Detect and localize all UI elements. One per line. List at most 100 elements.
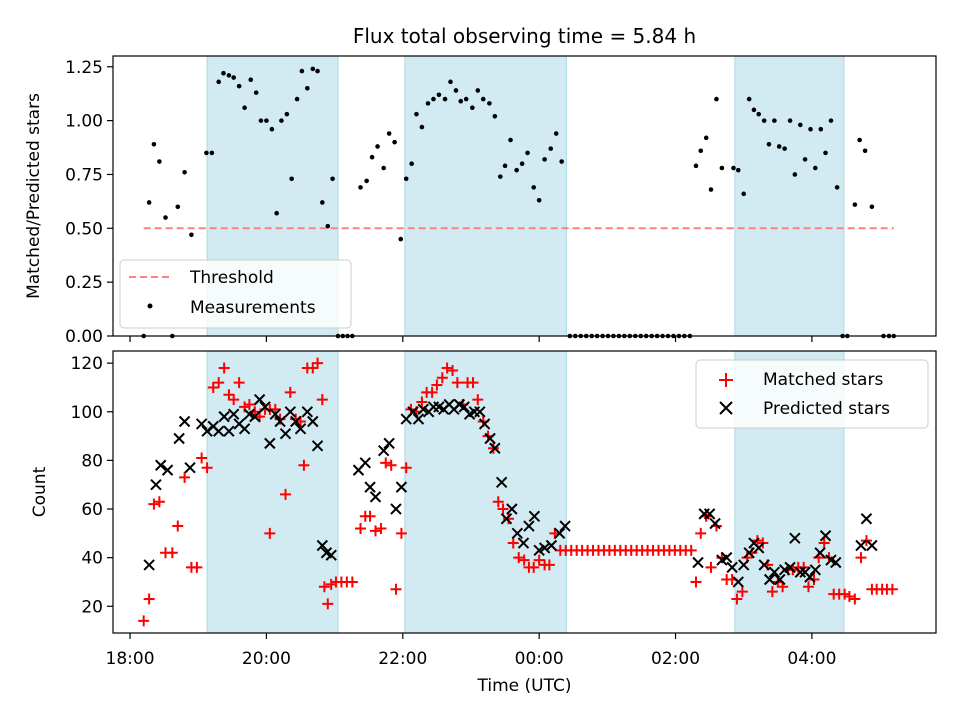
matched-star-marker	[380, 457, 392, 469]
measurement-point	[708, 187, 714, 192]
predicted-star-marker	[218, 410, 230, 423]
predicted-star-marker	[227, 408, 240, 420]
matched-star-marker	[690, 576, 702, 588]
measurement-point	[264, 118, 269, 123]
predicted-star-marker	[763, 573, 776, 586]
measurement-point	[823, 150, 828, 156]
measurement-point	[714, 96, 719, 102]
x-axis-label: Time (UTC)	[477, 676, 572, 696]
measurement-point	[216, 79, 221, 85]
predicted-star-marker	[369, 491, 382, 503]
predicted-legend-label: Predicted stars	[763, 399, 890, 419]
matched-star-marker	[172, 520, 184, 532]
matched-star-marker	[318, 581, 330, 593]
top-panel: 0.00 0.25 0.50 0.75 1.00 1.25 Matched/Predict…	[24, 55, 937, 347]
matched-legend-label: Matched stars	[763, 370, 883, 390]
measurement-point	[862, 148, 868, 154]
predicted-star-marker	[860, 513, 873, 525]
matched-star-marker	[736, 586, 748, 598]
predicted-star-marker	[855, 539, 867, 552]
matched-star-marker	[886, 583, 898, 595]
shaded-span	[404, 350, 567, 634]
predicted-star-marker	[738, 559, 750, 571]
predicted-star-marker	[545, 539, 558, 552]
predicted-stars-points	[143, 393, 878, 588]
bottom-legend: Matched stars Predicted stars	[695, 359, 929, 429]
matched-star-marker	[695, 527, 707, 539]
top-shaded-spans	[206, 55, 845, 337]
measurement-point	[253, 90, 259, 95]
bottom-y-tick-label: 100	[71, 403, 103, 423]
predicted-star-marker	[458, 401, 470, 413]
shaded-span	[206, 350, 339, 634]
predicted-star-marker	[178, 415, 191, 428]
measurement-point	[175, 204, 181, 210]
measurement-point	[798, 122, 803, 128]
predicted-star-marker	[155, 459, 167, 471]
measurement-point	[458, 98, 464, 104]
predicted-star-marker	[495, 476, 508, 488]
bottom-x-tick-label: 22:00	[378, 649, 427, 669]
measurement-point	[403, 176, 409, 182]
predicted-star-marker	[195, 418, 208, 430]
matched-star-marker	[312, 357, 324, 369]
measurement-point	[463, 96, 469, 102]
predicted-star-marker	[804, 571, 816, 583]
bottom-x-tick-label: 20:00	[242, 649, 291, 669]
measurement-point	[236, 83, 242, 89]
measurements-legend-label: Measurements	[190, 298, 316, 318]
bottom-axes-frame	[112, 350, 937, 634]
predicted-star-marker	[511, 527, 524, 540]
measurement-point	[269, 126, 275, 132]
measurement-point	[274, 210, 279, 216]
measurement-point	[731, 165, 736, 171]
predicted-star-marker	[259, 401, 271, 413]
predicted-star-marker	[720, 551, 733, 564]
predicted-star-marker	[161, 464, 174, 476]
top-legend-box	[119, 259, 352, 329]
measurement-point	[381, 165, 386, 171]
bottom-legend-box	[695, 359, 929, 429]
predicted-star-marker	[173, 432, 185, 445]
predicted-star-marker	[249, 410, 261, 423]
predicted-star-marker	[709, 517, 721, 530]
measurement-point	[330, 176, 335, 182]
measurement-point	[813, 165, 818, 171]
matched-star-marker	[839, 588, 851, 600]
matched-star-marker	[502, 513, 514, 525]
predicted-star-marker	[506, 503, 518, 515]
measurement-point	[419, 124, 425, 130]
matched-star-marker	[802, 581, 814, 593]
predicted-star-marker	[538, 542, 551, 554]
matched-star-marker	[138, 615, 150, 627]
measurement-point	[802, 157, 808, 162]
predicted-star-marker	[395, 481, 408, 493]
matched-star-marker	[685, 544, 697, 556]
matched-star-marker	[201, 462, 213, 474]
measurement-point	[531, 185, 537, 190]
top-y-tick-label: 0.25	[65, 273, 103, 293]
matched-star-marker	[436, 372, 448, 384]
top-legend: Threshold Measurements	[119, 259, 352, 329]
predicted-star-marker	[253, 393, 266, 406]
measurement-point	[776, 144, 782, 149]
matched-star-marker	[213, 377, 225, 389]
bottom-panel: 20 40 60 80 100 120 18:00 20:00 22:00 00:00 02:00…	[30, 350, 937, 696]
measurement-point	[409, 161, 414, 166]
measurement-point	[392, 139, 397, 145]
predicted-star-marker	[223, 425, 235, 437]
measurement-point	[364, 178, 369, 184]
bottom-x-tick-label: 04:00	[787, 649, 836, 669]
predicted-star-marker	[866, 539, 878, 552]
measurement-point	[719, 165, 725, 171]
top-y-tick-label: 0.75	[65, 165, 103, 185]
measurement-point	[559, 159, 564, 164]
predicted-star-marker	[814, 547, 826, 559]
top-y-axis-label: Matched/Predicted stars	[24, 93, 44, 299]
measurement-point	[242, 105, 247, 110]
predicted-star-marker	[290, 415, 302, 428]
predicted-star-marker	[743, 547, 755, 559]
matched-star-marker	[143, 593, 155, 605]
predicted-star-marker	[474, 406, 486, 418]
measurement-point	[497, 174, 503, 179]
